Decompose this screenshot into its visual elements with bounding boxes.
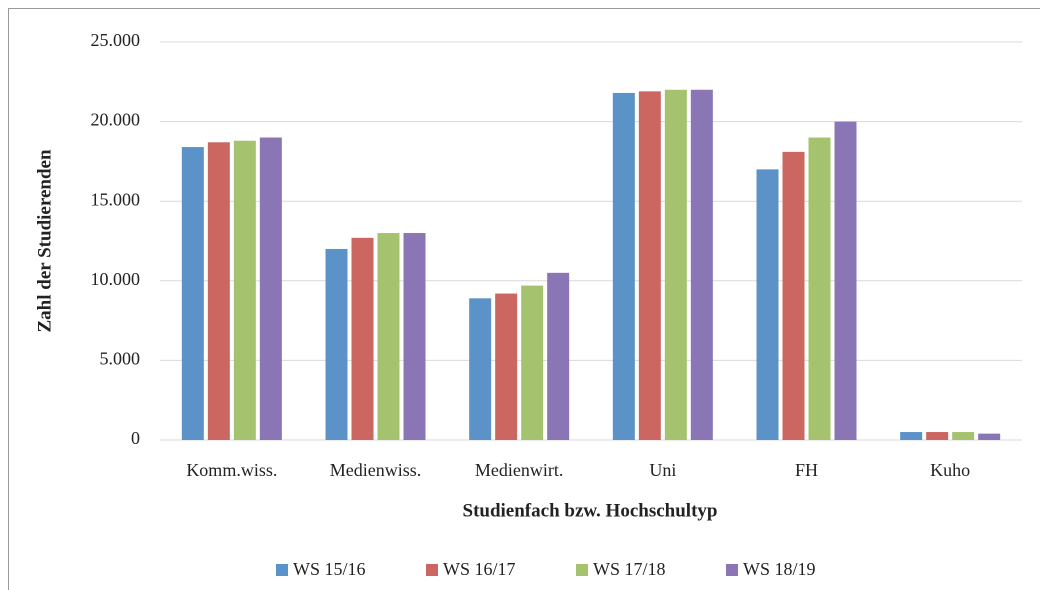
bar — [978, 433, 1001, 440]
y-tick-label: 25.000 — [91, 30, 141, 50]
legend-swatch — [576, 564, 588, 576]
x-tick-label: Medienwiss. — [330, 460, 422, 480]
y-tick-label: 5.000 — [100, 349, 141, 369]
x-axis-title: Studienfach bzw. Hochschultyp — [463, 500, 718, 521]
x-tick-label: Komm.wiss. — [186, 460, 277, 480]
legend-swatch — [726, 564, 738, 576]
bar — [469, 298, 492, 440]
bar — [521, 285, 544, 440]
bar — [325, 248, 348, 440]
bar — [952, 432, 975, 440]
legend-label: WS 18/19 — [743, 559, 816, 579]
bar — [207, 142, 230, 440]
bar — [782, 151, 805, 440]
bar — [377, 233, 400, 440]
y-tick-label: 10.000 — [91, 269, 141, 289]
x-tick-label: Uni — [649, 460, 676, 480]
legend-label: WS 17/18 — [593, 559, 666, 579]
bar — [259, 137, 282, 440]
bar — [756, 169, 779, 441]
legend-label: WS 15/16 — [293, 559, 366, 579]
bar — [664, 89, 687, 440]
bar — [690, 89, 713, 440]
legend-label: WS 16/17 — [443, 559, 516, 579]
x-tick-label: Medienwirt. — [475, 460, 563, 480]
y-tick-label: 20.000 — [91, 110, 141, 130]
x-tick-label: FH — [795, 460, 818, 480]
bar — [547, 272, 570, 440]
y-tick-label: 0 — [131, 428, 140, 448]
bar — [495, 293, 518, 440]
legend-swatch — [276, 564, 288, 576]
bar — [900, 432, 923, 440]
bar — [926, 432, 949, 440]
bar — [351, 237, 374, 440]
chart-frame — [8, 8, 1040, 590]
bar — [612, 92, 635, 440]
y-tick-label: 15.000 — [91, 189, 141, 209]
y-axis-title: Zahl der Studierenden — [34, 149, 55, 332]
bar — [638, 91, 661, 441]
x-tick-label: Kuho — [930, 460, 970, 480]
bar — [181, 147, 204, 440]
bar — [403, 233, 426, 440]
legend-swatch — [426, 564, 438, 576]
bar — [233, 140, 256, 441]
bar — [834, 121, 857, 440]
bar — [808, 137, 831, 440]
